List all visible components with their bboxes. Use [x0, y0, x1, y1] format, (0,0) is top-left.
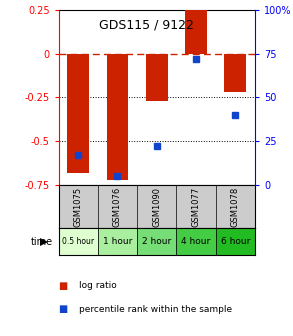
Bar	[98, 228, 137, 255]
Bar	[185, 10, 207, 54]
Text: GSM1076: GSM1076	[113, 186, 122, 227]
Bar	[146, 54, 168, 101]
Text: ■: ■	[59, 304, 68, 314]
Text: time: time	[30, 237, 53, 247]
Text: 6 hour: 6 hour	[221, 238, 250, 246]
Bar	[216, 228, 255, 255]
Text: 0.5 hour: 0.5 hour	[62, 238, 94, 246]
Text: ■: ■	[59, 281, 68, 291]
Bar	[59, 228, 98, 255]
Bar	[67, 54, 89, 173]
Text: GSM1075: GSM1075	[74, 186, 83, 227]
Text: 1 hour: 1 hour	[103, 238, 132, 246]
Text: 2 hour: 2 hour	[142, 238, 171, 246]
Bar	[176, 228, 216, 255]
Bar	[137, 228, 176, 255]
Text: log ratio: log ratio	[79, 281, 117, 290]
Text: GDS115 / 9122: GDS115 / 9122	[99, 18, 194, 32]
Bar	[107, 54, 128, 179]
Text: 4 hour: 4 hour	[181, 238, 211, 246]
Text: GSM1090: GSM1090	[152, 186, 161, 227]
Text: GSM1077: GSM1077	[192, 186, 200, 227]
Text: GSM1078: GSM1078	[231, 186, 240, 227]
Text: percentile rank within the sample: percentile rank within the sample	[79, 305, 232, 313]
Bar	[224, 54, 246, 92]
